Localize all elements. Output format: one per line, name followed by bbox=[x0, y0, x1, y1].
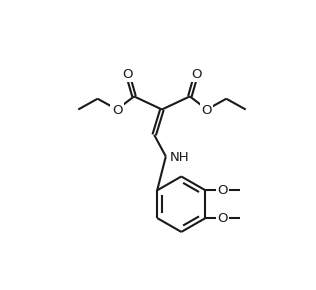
Text: O: O bbox=[217, 212, 228, 224]
Text: NH: NH bbox=[170, 151, 189, 164]
Text: O: O bbox=[217, 184, 228, 197]
Text: O: O bbox=[123, 68, 133, 81]
Text: O: O bbox=[112, 104, 122, 117]
Text: O: O bbox=[202, 104, 212, 117]
Text: O: O bbox=[191, 68, 201, 81]
